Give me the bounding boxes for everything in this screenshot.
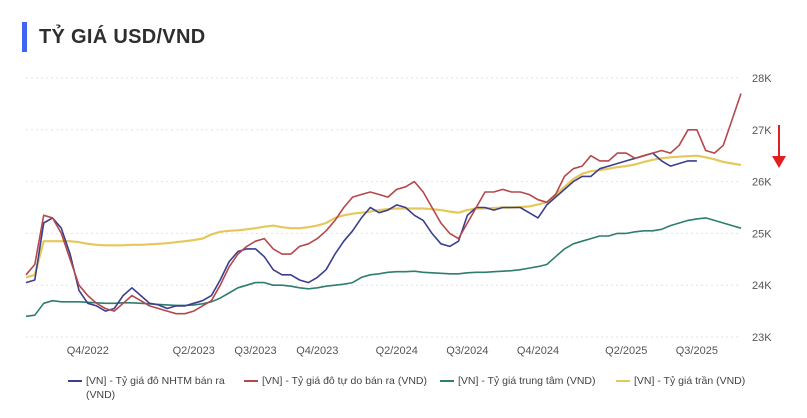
legend-swatch [244, 380, 258, 382]
legend-item: [VN] - Tỷ giá trung tâm (VND) [440, 374, 596, 388]
y-tick-label: 26K [752, 177, 772, 189]
x-tick-label: Q3/2024 [446, 345, 488, 357]
x-tick-label: Q3/2025 [676, 345, 718, 357]
y-tick-label: 24K [752, 280, 772, 292]
x-tick-label: Q3/2023 [234, 345, 276, 357]
chart-title: TỶ GIÁ USD/VND [22, 22, 205, 52]
legend-label: [VN] - Tỷ giá trần (VND) [634, 375, 746, 387]
x-tick-label: Q2/2025 [605, 345, 647, 357]
title-accent-bar [22, 22, 27, 52]
legend-label: [VN] - Tỷ giá đô tự do bán ra (VND) [262, 375, 427, 387]
y-tick-label: 28K [752, 73, 772, 85]
legend-label: [VN] - Tỷ giá trung tâm (VND) [458, 375, 596, 387]
page-title: TỶ GIÁ USD/VND [39, 25, 206, 48]
legend-swatch [616, 380, 630, 382]
y-tick-label: 27K [752, 125, 772, 137]
x-tick-label: Q4/2024 [517, 345, 559, 357]
legend-label: [VN] - Tỷ giá đô NHTM bán ra (VND) [86, 375, 225, 401]
legend-swatch [68, 380, 82, 382]
series-line-1 [25, 93, 742, 315]
x-tick-label: Q2/2024 [376, 345, 418, 357]
series-line-0 [25, 152, 697, 312]
legend-item: [VN] - Tỷ giá trần (VND) [616, 374, 745, 388]
series-line-3 [25, 154, 742, 279]
legend-item: [VN] - Tỷ giá đô tự do bán ra (VND) [244, 374, 427, 388]
x-tick-label: Q4/2023 [296, 345, 338, 357]
legend-item: [VN] - Tỷ giá đô NHTM bán ra (VND) [68, 374, 238, 402]
y-tick-label: 25K [752, 228, 772, 240]
legend-swatch [440, 380, 454, 382]
line-chart: 23K 24K 25K 26K 27K 28K Q4/2022 Q2/2023 Q3/2023 Q… [25, 73, 786, 357]
series-line-2 [25, 217, 742, 318]
y-tick-label: 23K [752, 332, 772, 344]
x-tick-label: Q2/2023 [173, 345, 215, 357]
x-tick-label: Q4/2022 [67, 345, 109, 357]
trend-arrow-icon [772, 156, 786, 168]
